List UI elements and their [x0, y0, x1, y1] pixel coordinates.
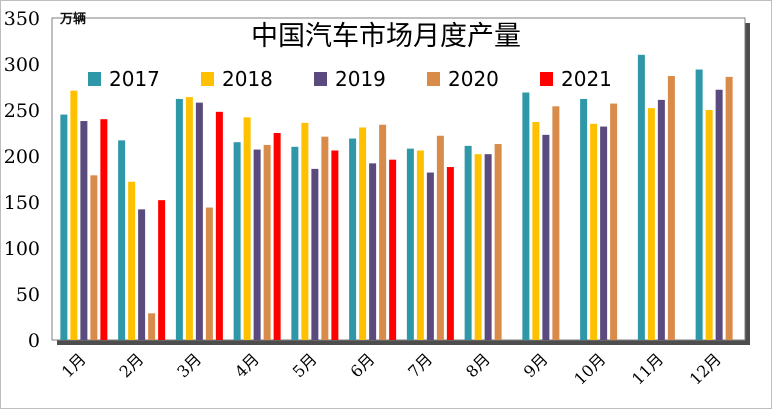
bar-2020-1 [90, 175, 98, 340]
bar-2019-6 [369, 163, 377, 340]
legend-swatch-2017 [88, 72, 101, 86]
bar-2021-2 [158, 200, 166, 340]
y-tick-label: 100 [4, 238, 40, 260]
bar-2021-7 [446, 167, 454, 340]
x-tick-label: 7月 [404, 349, 436, 381]
bar-2020-8 [494, 144, 502, 340]
x-axis-ticks: 1月 2月 3月 4月 5月 6月 7月 8月 9月 10月 11月 12月 [58, 349, 725, 388]
y-tick-label: 50 [16, 284, 40, 306]
chart-title: 中国汽车市场月度产量 [251, 21, 521, 52]
x-tick-label: 4月 [231, 349, 263, 381]
x-tick-label: 12月 [686, 349, 725, 388]
bar-2020-3 [205, 207, 213, 340]
bar-2019-9 [542, 134, 550, 340]
bar-2020-9 [552, 106, 560, 340]
bar-2021-1 [100, 119, 108, 340]
bar-2018-9 [532, 121, 540, 341]
y-tick-label: 150 [4, 192, 40, 214]
y-tick-label: 0 [28, 330, 40, 352]
bar-2017-12 [695, 69, 703, 341]
bar-2018-8 [474, 154, 482, 340]
bar-2018-1 [70, 90, 78, 341]
y-tick-label: 200 [4, 146, 40, 168]
y-tick-label: 300 [4, 54, 40, 76]
bar-2021-6 [389, 159, 397, 340]
bar-2019-12 [715, 89, 723, 340]
legend-swatch-2020 [427, 72, 440, 86]
bar-2017-11 [637, 54, 645, 341]
bar-2017-1 [60, 114, 68, 340]
bar-2018-3 [185, 97, 193, 341]
x-tick-label: 3月 [173, 349, 205, 381]
bar-2017-9 [522, 92, 530, 341]
bar-2018-6 [359, 127, 367, 340]
bar-2019-2 [138, 209, 146, 340]
legend-label-2017: 2017 [109, 67, 160, 91]
bar-2017-5 [291, 146, 299, 340]
x-tick-label: 2月 [116, 349, 148, 381]
bar-2018-2 [128, 181, 136, 340]
bar-2018-12 [705, 110, 713, 340]
legend: 2017 2018 2019 2020 2021 [88, 67, 612, 91]
legend-swatch-2021 [540, 72, 553, 86]
x-tick-label: 11月 [628, 349, 667, 388]
bar-2020-6 [379, 124, 387, 340]
x-tick-label: 9月 [520, 349, 552, 381]
bar-2020-10 [610, 103, 618, 340]
bar-2019-1 [80, 121, 88, 340]
bar-2019-3 [195, 102, 203, 340]
bar-2017-2 [118, 140, 126, 340]
bars [60, 54, 733, 341]
bar-2018-5 [301, 122, 309, 340]
legend-label-2020: 2020 [448, 67, 499, 91]
plot-background [51, 17, 746, 341]
x-tick-label: 5月 [289, 349, 321, 381]
bar-2018-7 [416, 150, 424, 340]
bar-2018-10 [590, 123, 598, 340]
bar-2017-8 [464, 145, 472, 340]
x-tick-label: 6月 [347, 349, 379, 381]
x-tick-label: 10月 [570, 349, 609, 388]
x-tick-label: 1月 [58, 349, 90, 381]
legend-label-2021: 2021 [561, 67, 612, 91]
bar-2017-7 [406, 148, 414, 340]
bar-2017-4 [233, 142, 241, 340]
bar-2017-6 [349, 138, 357, 340]
legend-swatch-2019 [314, 72, 327, 86]
bar-2020-5 [321, 136, 329, 340]
bar-2019-10 [600, 126, 608, 340]
bar-2019-5 [311, 168, 319, 340]
bar-2020-11 [667, 75, 675, 341]
legend-label-2018: 2018 [222, 67, 273, 91]
x-tick-label: 8月 [462, 349, 494, 381]
bar-2017-10 [580, 98, 588, 341]
bar-2020-4 [263, 144, 271, 340]
bar-2021-5 [331, 150, 339, 340]
bar-2021-4 [273, 133, 281, 340]
bar-2017-3 [175, 98, 183, 341]
plot-area [51, 17, 750, 345]
bar-2019-4 [253, 149, 261, 340]
bar-2019-8 [484, 154, 492, 340]
legend-swatch-2018 [201, 72, 214, 86]
legend-label-2019: 2019 [335, 67, 386, 91]
bar-2018-11 [647, 108, 655, 340]
bar-2018-4 [243, 117, 251, 340]
y-axis-ticks: 0 50 100 150 200 250 300 350 [4, 8, 40, 352]
bar-2021-3 [215, 111, 223, 340]
bar-2020-7 [436, 135, 444, 340]
y-tick-label: 250 [4, 100, 40, 122]
bar-2020-12 [725, 76, 733, 340]
bar-2019-11 [657, 99, 665, 340]
y-tick-label: 350 [4, 8, 40, 30]
bar-2019-7 [426, 172, 434, 340]
bar-2020-2 [148, 313, 156, 340]
y-axis-label: 万辆 [60, 12, 87, 27]
